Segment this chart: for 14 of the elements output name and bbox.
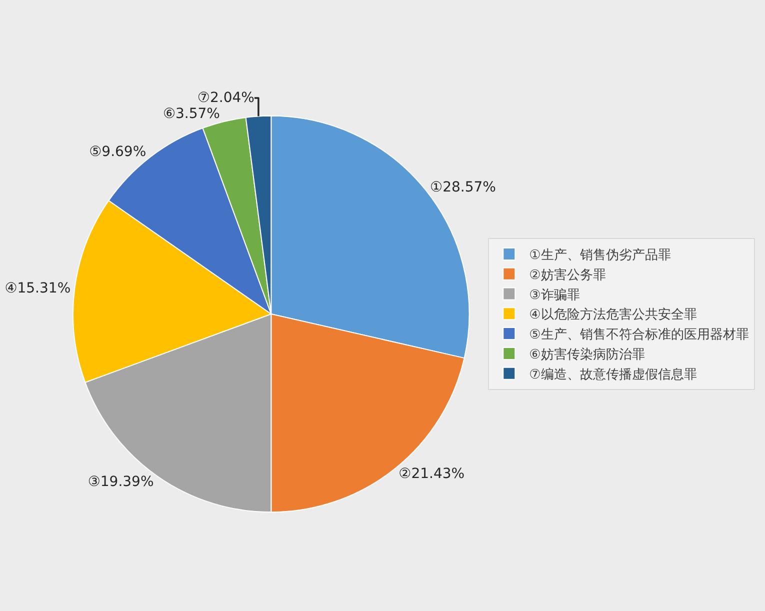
legend-label: ⑤生产、销售不符合标准的医用器材罪 <box>529 328 749 343</box>
legend-label: ⑥妨害传染病防治罪 <box>529 346 645 363</box>
legend-label: ②妨害公务罪 <box>529 266 606 283</box>
data-label: ④15.31% <box>4 280 71 296</box>
legend-label: ①生产、销售伪劣产品罪 <box>529 248 671 264</box>
data-label: ⑦2.04% <box>197 90 254 106</box>
data-label: ⑥3.57% <box>162 106 220 122</box>
data-label: ①28.57% <box>430 179 496 196</box>
data-label: ②21.43% <box>398 466 465 482</box>
data-label: ⑤9.69% <box>89 144 146 160</box>
legend-label: ⑦编造、故意传播虚假信息罪 <box>529 367 697 382</box>
legend-label: ③诈骗罪 <box>529 288 580 303</box>
data-label: ③19.39% <box>88 474 154 490</box>
legend-label: ④以危险方法危害公共安全罪 <box>529 306 697 323</box>
